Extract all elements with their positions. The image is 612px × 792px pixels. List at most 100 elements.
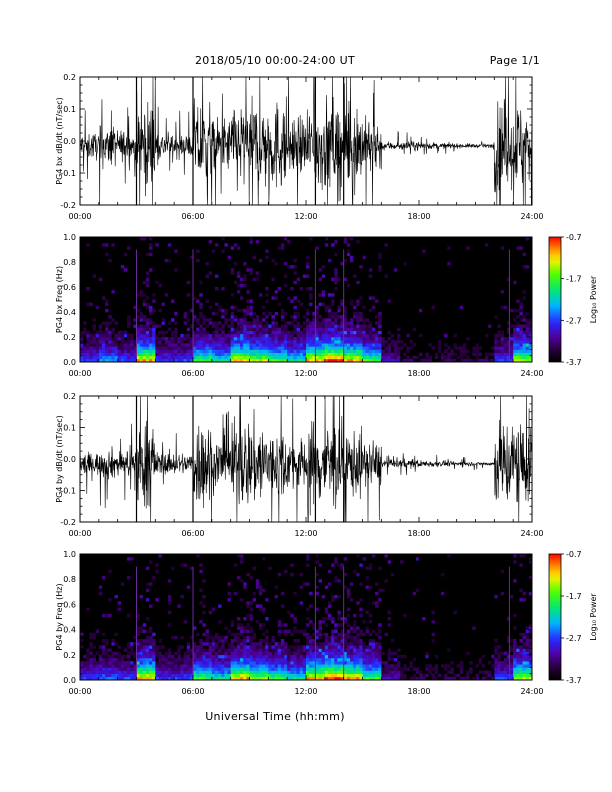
heatmap-cell <box>95 670 100 674</box>
heatmap-cell <box>362 673 366 678</box>
heatmap-cell <box>211 661 216 665</box>
heatmap-cell <box>218 648 222 652</box>
heatmap-cell <box>117 664 122 668</box>
heatmap-cell <box>494 352 498 357</box>
heatmap-cell <box>302 645 307 649</box>
heatmap-cell <box>224 670 228 674</box>
heatmap-cell <box>378 349 382 353</box>
heatmap-cell <box>117 352 122 357</box>
heatmap-cell <box>327 676 332 681</box>
heatmap-cell <box>83 670 87 674</box>
heatmap-cell <box>252 352 257 357</box>
heatmap-cell <box>419 308 423 313</box>
heatmap-cell <box>359 642 363 646</box>
heatmap-cell <box>337 642 341 646</box>
heatmap-cell <box>340 676 344 681</box>
heatmap-cell <box>193 352 197 357</box>
heatmap-cell <box>343 277 348 282</box>
heatmap-cell <box>337 670 341 674</box>
heatmap-cell <box>142 629 147 634</box>
heatmap-cell <box>387 346 392 350</box>
heatmap-cell <box>92 654 96 659</box>
heatmap-cell <box>334 645 338 649</box>
heatmap-cell <box>331 667 335 671</box>
heatmap-cell <box>158 651 162 656</box>
heatmap-cell <box>280 315 285 319</box>
heatmap-cell <box>318 315 322 319</box>
heatmap-cell <box>327 642 332 646</box>
heatmap-cell <box>296 629 301 634</box>
heatmap-cell <box>400 673 404 678</box>
heatmap-cell <box>123 648 128 652</box>
heatmap-cell <box>522 673 527 678</box>
heatmap-cell <box>302 657 307 662</box>
heatmap-cell <box>158 667 162 671</box>
heatmap-cell <box>214 358 219 363</box>
heatmap-cell <box>497 667 501 671</box>
heatmap-cell <box>290 287 294 291</box>
heatmap-cell <box>331 651 335 656</box>
heatmap-cell <box>240 623 244 627</box>
heatmap-cell <box>89 670 93 674</box>
heatmap-cell <box>516 648 520 652</box>
heatmap-cell <box>466 349 470 353</box>
heatmap-cell <box>101 613 106 618</box>
heatmap-cell <box>346 343 351 347</box>
heatmap-cell <box>258 321 263 325</box>
heatmap-cell <box>390 664 395 668</box>
heatmap-cell <box>108 654 112 659</box>
heatmap-cell <box>409 676 414 681</box>
heatmap-cell <box>236 639 241 643</box>
heatmap-cell <box>365 318 370 322</box>
heatmap-cell <box>249 607 253 611</box>
heatmap-cell <box>164 343 169 347</box>
heatmap-cell <box>277 349 282 353</box>
heatmap-cell <box>306 340 310 344</box>
heatmap-cell <box>331 620 335 624</box>
heatmap-cell <box>255 654 260 659</box>
heatmap-cell <box>142 664 147 668</box>
heatmap-cell <box>95 673 100 678</box>
heatmap-cell <box>440 591 445 596</box>
heatmap-cell <box>208 343 213 347</box>
heatmap-cell <box>243 274 247 278</box>
heatmap-cell <box>246 613 250 618</box>
heatmap-cell <box>365 324 370 328</box>
heatmap-cell <box>98 645 103 649</box>
heatmap-cell <box>522 645 527 649</box>
heatmap-cell <box>299 302 304 307</box>
heatmap-cell <box>318 579 322 583</box>
heatmap-cell <box>189 343 194 347</box>
heatmap-cell <box>353 274 357 278</box>
heatmap-cell <box>152 648 156 652</box>
heatmap-cell <box>236 632 241 637</box>
heatmap-cell <box>409 340 414 344</box>
heatmap-cell <box>246 327 250 332</box>
heatmap-cell <box>365 330 370 335</box>
heatmap-cell <box>189 676 194 681</box>
heatmap-cell <box>331 352 335 357</box>
heatmap-cell <box>393 676 398 681</box>
heatmap-cell <box>397 349 401 353</box>
heatmap-cell <box>331 594 335 599</box>
heatmap-cell <box>262 337 266 341</box>
heatmap-cell <box>161 333 166 338</box>
heatmap-cell <box>309 321 313 325</box>
x-tick-label: 24:00 <box>520 212 543 221</box>
heatmap-cell <box>513 358 517 363</box>
heatmap-cell <box>221 315 225 319</box>
heatmap-cell <box>149 327 153 332</box>
heatmap-cell <box>101 645 106 649</box>
heatmap-cell <box>375 676 379 681</box>
heatmap-cell <box>362 651 366 656</box>
heatmap-cell <box>337 337 341 341</box>
heatmap-cell <box>145 657 150 662</box>
heatmap-cell <box>494 670 498 674</box>
heatmap-cell <box>123 673 128 678</box>
heatmap-cell <box>158 670 162 674</box>
heatmap-cell <box>306 642 310 646</box>
heatmap-cell <box>522 676 527 681</box>
heatmap-cell <box>353 337 357 341</box>
heatmap-cell <box>528 591 533 596</box>
heatmap-cell <box>155 352 159 357</box>
